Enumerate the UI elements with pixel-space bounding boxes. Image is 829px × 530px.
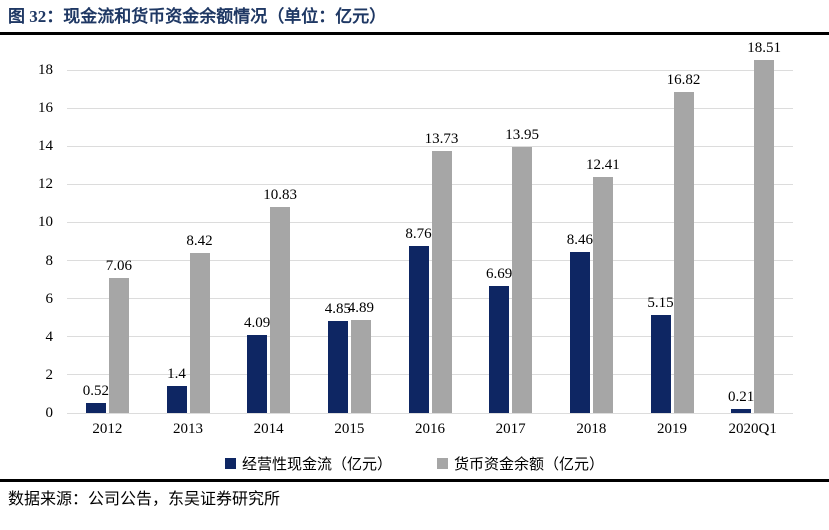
y-axis-tick-label: 6 bbox=[45, 290, 54, 307]
bottom-rule bbox=[0, 479, 829, 482]
x-axis-tick-label: 2015 bbox=[334, 421, 365, 437]
figure-title: 图 32：现金流和货币资金余额情况（单位：亿元） bbox=[8, 7, 387, 26]
figure-source: 数据来源：公司公告，东吴证券研究所 bbox=[8, 491, 281, 508]
bar-value-label: 4.09 bbox=[244, 315, 271, 332]
bar-series2 bbox=[592, 176, 613, 413]
bar-series1 bbox=[408, 246, 429, 413]
x-axis-tick-label: 2012 bbox=[92, 421, 123, 437]
bar-series1 bbox=[731, 408, 752, 413]
chart-legend: 经营性现金流（亿元） 货币资金余额（亿元） bbox=[0, 453, 829, 473]
grid-line bbox=[67, 145, 793, 147]
x-axis-tick-label: 2018 bbox=[576, 421, 607, 437]
bar-series2 bbox=[350, 319, 371, 413]
x-axis-tick-label: 2016 bbox=[415, 421, 445, 437]
x-axis-tick-label: 2013 bbox=[173, 421, 203, 437]
x-axis-tick-label: 2019 bbox=[657, 421, 687, 437]
bar-value-label: 0.21 bbox=[728, 388, 755, 405]
bar-value-label: 8.76 bbox=[405, 226, 432, 243]
grid-line bbox=[67, 107, 793, 109]
bar-series2 bbox=[754, 60, 775, 413]
bar-series1 bbox=[327, 320, 348, 413]
y-axis-tick-label: 2 bbox=[45, 366, 54, 383]
bar-value-label: 10.83 bbox=[263, 186, 298, 203]
y-axis-tick-label: 16 bbox=[38, 100, 53, 117]
bar-value-label: 18.51 bbox=[747, 40, 782, 57]
bar-value-label: 5.15 bbox=[647, 294, 674, 311]
grid-line bbox=[67, 221, 793, 223]
bar-series2 bbox=[512, 147, 533, 413]
legend-label: 经营性现金流（亿元） bbox=[241, 456, 392, 473]
bar-value-label: 8.42 bbox=[186, 232, 213, 249]
bar-value-label: 0.52 bbox=[82, 383, 109, 400]
bar-value-label: 6.69 bbox=[486, 265, 513, 282]
legend-marker-icon bbox=[437, 457, 448, 469]
bar-value-label: 16.82 bbox=[666, 72, 701, 89]
bar-series1 bbox=[247, 335, 268, 413]
x-axis-tick-label: 2017 bbox=[495, 421, 526, 437]
x-axis-tick-label: 2014 bbox=[253, 421, 284, 437]
y-axis-tick-label: 10 bbox=[38, 214, 53, 231]
legend-item: 货币资金余额（亿元） bbox=[437, 453, 604, 474]
title-rule bbox=[0, 32, 829, 35]
bar-series1 bbox=[166, 386, 187, 413]
grid-line bbox=[67, 69, 793, 71]
bar-value-label: 4.89 bbox=[347, 299, 374, 316]
bar-value-label: 1.4 bbox=[167, 366, 186, 383]
bar-value-label: 13.73 bbox=[424, 131, 459, 148]
bar-value-label: 8.46 bbox=[566, 231, 593, 248]
grid-line bbox=[67, 374, 793, 376]
bar-value-label: 7.06 bbox=[105, 258, 132, 275]
grid-line bbox=[67, 298, 793, 300]
bar-value-label: 4.85 bbox=[324, 300, 351, 317]
grid-line bbox=[67, 183, 793, 185]
grid-line bbox=[67, 260, 793, 262]
bar-series1 bbox=[85, 403, 106, 413]
legend-label: 货币资金余额（亿元） bbox=[454, 456, 605, 473]
y-axis-tick-label: 12 bbox=[38, 176, 53, 193]
bar-series1 bbox=[569, 251, 590, 413]
bar-series1 bbox=[489, 285, 510, 413]
x-axis-tick-label: 2020Q1 bbox=[728, 421, 777, 437]
grid-line bbox=[67, 336, 793, 338]
legend-marker-icon bbox=[224, 457, 236, 469]
bar-series2 bbox=[189, 252, 210, 413]
y-axis-tick-label: 18 bbox=[38, 62, 53, 78]
bar-series1 bbox=[650, 314, 671, 413]
bar-chart: 0 2 4 6 8 10 12 14 16 18 2012 0.52 7.06 2013 1.4 8.42 20… bbox=[0, 35, 829, 479]
bar-value-label: 12.41 bbox=[585, 156, 620, 173]
bar-series2 bbox=[270, 206, 291, 413]
legend-item: 经营性现金流（亿元） bbox=[224, 453, 392, 474]
bar-series2 bbox=[431, 151, 452, 413]
y-axis-tick-label: 0 bbox=[45, 405, 54, 421]
y-axis-tick-label: 14 bbox=[38, 138, 53, 155]
grid-line bbox=[67, 412, 793, 414]
bar-series2 bbox=[673, 92, 694, 413]
bar-series2 bbox=[108, 278, 129, 413]
y-axis-tick-label: 8 bbox=[45, 252, 54, 269]
y-axis-tick-label: 4 bbox=[45, 328, 54, 345]
bar-value-label: 13.95 bbox=[505, 127, 540, 144]
